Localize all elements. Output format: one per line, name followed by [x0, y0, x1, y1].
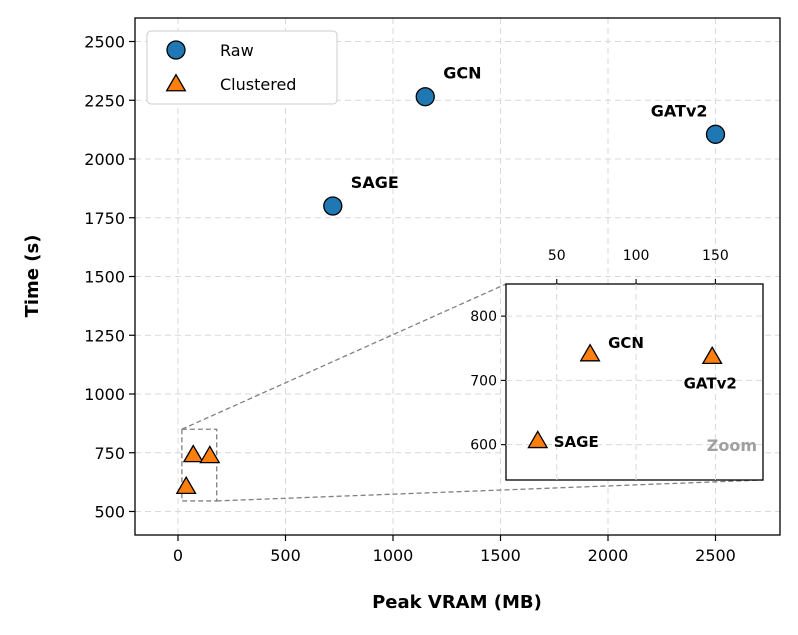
inset-point-label-gcn: GCN [608, 334, 644, 352]
zoom-connector [181, 283, 764, 502]
y-axis-title: Time (s) [22, 235, 43, 318]
legend-label-raw: Raw [220, 41, 254, 60]
zoom-connector-line [216, 479, 764, 502]
inset-x-tick-label: 100 [623, 248, 650, 264]
x-tick-label: 0 [173, 546, 183, 565]
inset-x-tick-label: 50 [548, 248, 566, 264]
point-label-gatv2: GATv2 [651, 101, 708, 120]
point-label-gcn: GCN [443, 64, 481, 83]
clustered-point-gatv2 [199, 445, 221, 464]
y-tick-label: 500 [94, 503, 125, 522]
legend: Raw Clustered [146, 30, 338, 105]
raw-point-sage [323, 196, 343, 216]
inset-y-tick-label: 800 [470, 309, 497, 325]
main-point-labels: SAGE GCN GATv2 [351, 64, 708, 192]
main-points [175, 87, 726, 495]
x-tick-label: 500 [270, 546, 301, 565]
y-tick-label: 2250 [84, 91, 125, 110]
zoom-connector-line [181, 283, 507, 430]
inset-point-gatv2 [701, 345, 723, 365]
inset-y-tick-label: 600 [470, 438, 497, 454]
x-tick-label: 1500 [480, 546, 521, 565]
y-tick-label: 1500 [84, 268, 125, 287]
y-tick-label: 750 [94, 444, 125, 463]
zoom-inset: 50 100 150 600 700 800 SAGE GCN GATv2 Zoom [470, 248, 764, 481]
y-tick-label: 1000 [84, 385, 125, 404]
x-tick-label: 1000 [373, 546, 414, 565]
raw-point-gcn [415, 87, 435, 107]
inset-plot-area [505, 283, 764, 481]
y-tick-label: 1250 [84, 326, 125, 345]
clustered-point-gcn [182, 444, 204, 463]
zoom-region-box [181, 428, 218, 502]
y-tick-label: 1750 [84, 209, 125, 228]
inset-point-sage [527, 430, 549, 449]
legend-marker-clustered [165, 73, 187, 92]
inset-point-label-gatv2: GATv2 [684, 375, 737, 393]
legend-marker-raw [166, 40, 186, 60]
point-label-sage: SAGE [351, 173, 399, 192]
main-ticks: 0 500 1000 1500 2000 2500 500 750 1000 1250 1500 17… [84, 33, 736, 566]
x-axis-title: Peak VRAM (MB) [372, 592, 542, 613]
x-tick-label: 2000 [588, 546, 629, 565]
y-tick-label: 2500 [84, 33, 125, 52]
inset-zoom-label: Zoom [707, 436, 757, 455]
legend-label-clustered: Clustered [220, 75, 296, 94]
inset-x-tick-label: 150 [702, 248, 729, 264]
inset-y-tick-label: 700 [470, 373, 497, 389]
x-tick-label: 2500 [695, 546, 736, 565]
legend-box [146, 30, 338, 105]
raw-point-gatv2 [705, 124, 726, 144]
inset-point-gcn [579, 343, 601, 362]
inset-point-label-sage: SAGE [554, 433, 599, 451]
clustered-point-sage [175, 475, 197, 495]
y-tick-label: 2000 [84, 150, 125, 169]
